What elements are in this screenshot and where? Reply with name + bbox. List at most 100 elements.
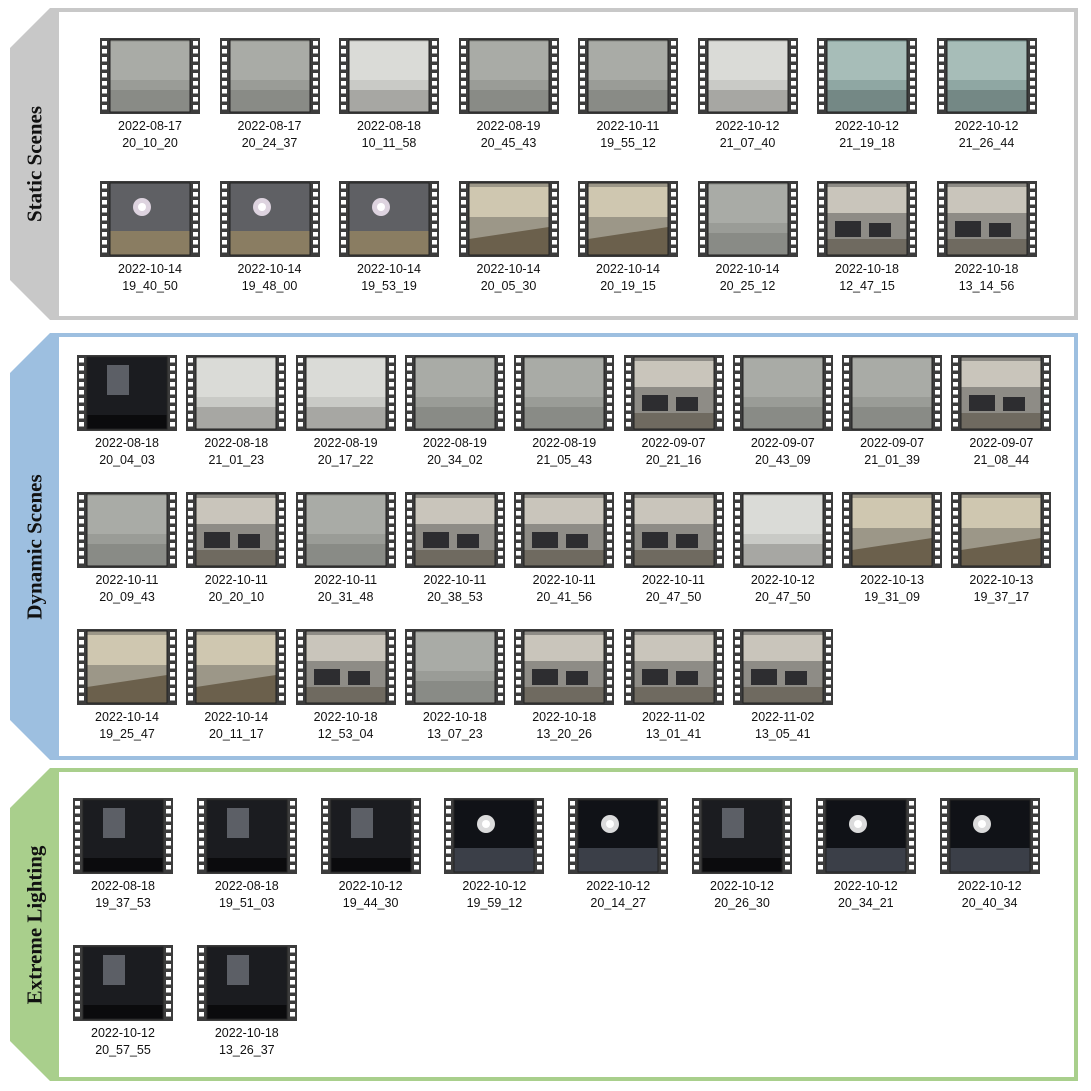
clip-caption: 2022-10-11 20_38_53	[395, 572, 515, 606]
film-strip-icon	[295, 629, 396, 705]
clip-date: 2022-10-18	[214, 1026, 279, 1040]
clip-caption: 2022-10-12 20_26_30	[682, 878, 802, 912]
clip-caption: 2022-08-19 20_34_02	[395, 435, 515, 469]
film-strip-icon	[815, 798, 916, 874]
clip-date: 2022-09-07	[860, 436, 925, 450]
film-strip-icon	[219, 181, 320, 257]
clip-date: 2022-10-11	[314, 573, 378, 587]
clip-date: 2022-11-02	[751, 710, 815, 724]
film-strip-icon	[444, 798, 545, 874]
film-strip-icon	[186, 629, 287, 705]
clip-time: 12_53_04	[317, 727, 374, 741]
clip-time: 13_20_26	[536, 727, 592, 741]
clip-time: 20_43_09	[754, 453, 811, 467]
clip-time: 13_26_37	[218, 1043, 275, 1057]
clip-date: 2022-10-18	[954, 262, 1019, 276]
clip-time: 19_51_03	[218, 896, 275, 910]
clip-caption: 2022-10-12 20_34_21	[806, 878, 926, 912]
clip-caption: 2022-10-11 20_47_50	[614, 572, 734, 606]
clip-date: 2022-10-12	[91, 1026, 155, 1040]
film-strip-icon	[732, 492, 833, 568]
film-strip-icon	[219, 38, 320, 114]
clip-caption: 2022-10-14 20_11_17	[176, 709, 296, 743]
clip-time: 20_20_10	[208, 590, 265, 604]
clip-time: 21_01_39	[864, 453, 920, 467]
film-strip-icon	[578, 181, 678, 257]
clip-caption: 2022-09-07 21_08_44	[941, 435, 1061, 469]
clip-time: 20_45_43	[480, 136, 537, 150]
clip-time: 20_34_21	[837, 896, 894, 910]
clip-date: 2022-10-12	[957, 879, 1022, 893]
clip-date: 2022-10-11	[204, 573, 268, 587]
film-strip-icon	[514, 629, 615, 705]
film-strip-icon	[623, 492, 724, 568]
clip-date: 2022-10-14	[95, 710, 159, 724]
clip-time: 20_40_34	[961, 896, 1018, 910]
clip-time: 21_07_40	[719, 136, 776, 150]
film-strip-icon	[817, 38, 917, 114]
clip-time: 19_37_17	[973, 590, 1030, 604]
film-strip-icon	[404, 492, 505, 568]
clip-caption: 2022-10-12 20_40_34	[930, 878, 1050, 912]
film-strip-icon	[951, 492, 1052, 568]
clip-time: 20_14_27	[590, 896, 646, 910]
clip-time: 20_04_03	[99, 453, 155, 467]
clip-caption: 2022-10-11 20_09_43	[67, 572, 187, 606]
clip-date: 2022-10-13	[969, 573, 1034, 587]
film-strip-icon	[936, 38, 1037, 114]
clip-date: 2022-08-19	[313, 436, 378, 450]
clip-date: 2022-10-18	[835, 262, 899, 276]
clip-date: 2022-10-12	[586, 879, 651, 893]
clip-caption: 2022-10-14 19_25_47	[67, 709, 187, 743]
clip-caption: 2022-09-07 21_01_39	[832, 435, 952, 469]
clip-date: 2022-09-07	[641, 436, 706, 450]
clip-time: 20_19_15	[600, 279, 656, 293]
film-strip-icon	[295, 355, 396, 431]
clip-date: 2022-10-14	[715, 262, 780, 276]
clip-date: 2022-10-12	[835, 119, 899, 133]
clip-time: 19_25_47	[99, 727, 155, 741]
section-title: Extreme Lighting	[22, 845, 47, 1004]
film-strip-icon	[732, 355, 833, 431]
clip-caption: 2022-10-12 21_07_40	[688, 118, 808, 152]
section-tab: Dynamic Scenes	[10, 333, 60, 760]
clip-date: 2022-10-12	[715, 119, 780, 133]
clip-time: 19_31_09	[864, 590, 920, 604]
clip-date: 2022-08-19	[532, 436, 597, 450]
clip-time: 19_48_00	[241, 279, 298, 293]
clip-time: 20_47_50	[645, 590, 702, 604]
clip-date: 2022-10-12	[833, 879, 898, 893]
clip-caption: 2022-10-11 19_55_12	[568, 118, 688, 152]
clip-time: 20_10_20	[122, 136, 178, 150]
clip-time: 20_25_12	[719, 279, 776, 293]
clip-time: 21_26_44	[958, 136, 1015, 150]
clip-time: 20_17_22	[317, 453, 374, 467]
clip-date: 2022-10-11	[532, 573, 596, 587]
film-strip-icon	[951, 355, 1052, 431]
clip-date: 2022-10-14	[357, 262, 421, 276]
clip-caption: 2022-10-12 20_57_55	[63, 1025, 183, 1059]
clip-caption: 2022-08-19 20_45_43	[449, 118, 569, 152]
clip-date: 2022-08-18	[214, 879, 279, 893]
film-strip-icon	[842, 355, 943, 431]
film-strip-icon	[77, 355, 177, 431]
clip-date: 2022-08-17	[237, 119, 302, 133]
section-tab-shape	[10, 8, 60, 320]
clip-caption: 2022-11-02 13_01_41	[614, 709, 734, 743]
clip-caption: 2022-08-18 21_01_23	[176, 435, 296, 469]
clip-caption: 2022-10-14 20_19_15	[568, 261, 688, 295]
clip-caption: 2022-10-11 20_31_48	[286, 572, 406, 606]
film-strip-icon	[100, 181, 200, 257]
clip-date: 2022-08-19	[422, 436, 487, 450]
clip-date: 2022-10-11	[596, 119, 660, 133]
clip-date: 2022-10-14	[237, 262, 302, 276]
section-tab: Extreme Lighting	[10, 768, 60, 1081]
film-strip-icon	[458, 181, 559, 257]
clip-caption: 2022-10-12 21_26_44	[927, 118, 1047, 152]
clip-time: 20_11_17	[208, 727, 264, 741]
film-strip-icon	[692, 798, 792, 874]
clip-time: 21_01_23	[208, 453, 265, 467]
clip-date: 2022-09-07	[750, 436, 815, 450]
clip-date: 2022-10-18	[313, 710, 378, 724]
film-strip-icon	[320, 798, 421, 874]
